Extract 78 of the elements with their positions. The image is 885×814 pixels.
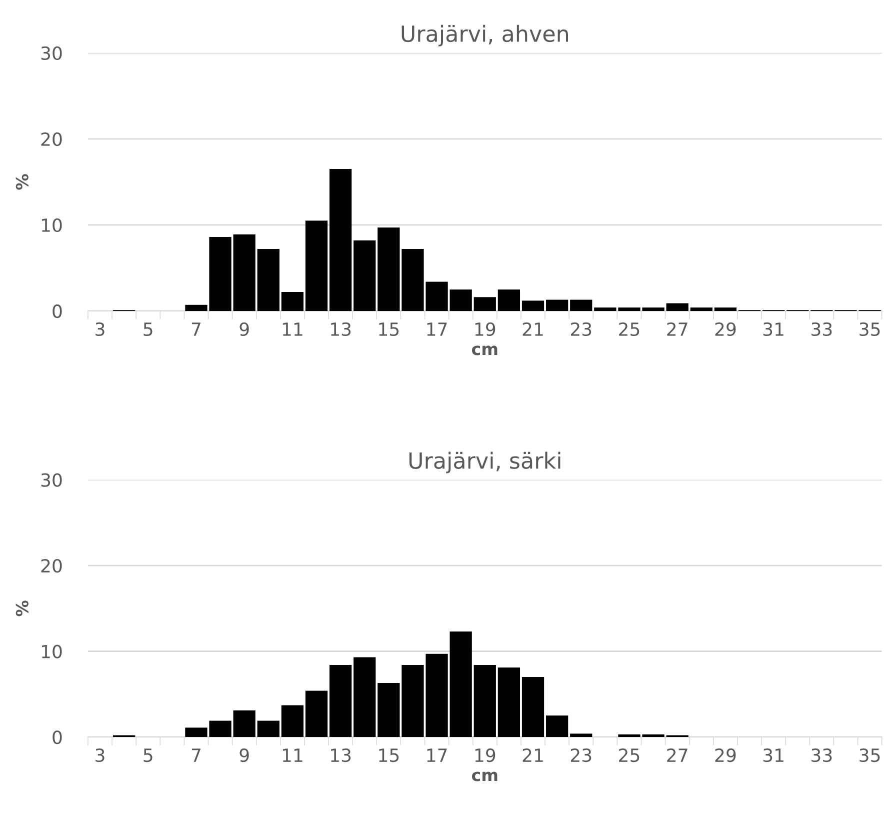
- bar: [329, 664, 352, 737]
- y-tick-label: 20: [41, 132, 62, 146]
- x-tick-label: 33: [812, 322, 832, 336]
- x-tick-label: 25: [619, 322, 640, 336]
- bar: [570, 734, 592, 737]
- x-tick-label: 35: [860, 322, 880, 336]
- x-axis-title: cm: [472, 772, 498, 782]
- y-tick-label: 20: [41, 558, 62, 573]
- x-tick-label: 23: [570, 748, 592, 762]
- bar: [450, 632, 472, 737]
- x-tick-label: 17: [427, 322, 447, 336]
- y-tick-label: 0: [52, 730, 62, 744]
- x-tick-label: 3: [96, 748, 104, 762]
- bar: [329, 169, 352, 311]
- bar: [522, 676, 544, 737]
- y-tick-label: 10: [42, 218, 62, 232]
- x-tick-label: 9: [240, 322, 249, 336]
- y-tick-label: 0: [52, 304, 62, 318]
- bar: [378, 682, 400, 737]
- x-tick-label: 17: [427, 748, 447, 762]
- x-tick-label: 9: [240, 748, 249, 762]
- x-tick-label: 11: [282, 748, 302, 762]
- x-tick-label: 19: [475, 748, 496, 762]
- bar: [690, 308, 712, 311]
- bar: [498, 289, 520, 311]
- bar: [257, 249, 280, 311]
- x-tick-label: 27: [667, 748, 688, 762]
- x-tick-label: 13: [331, 322, 351, 336]
- bar: [498, 668, 520, 737]
- x-axis-title: cm: [472, 346, 498, 356]
- bar: [305, 690, 328, 737]
- y-tick-label: 30: [41, 46, 62, 60]
- bar: [522, 300, 544, 311]
- x-tick-label: 31: [763, 748, 784, 762]
- bar: [354, 240, 376, 311]
- bar: [714, 308, 737, 311]
- x-tick-label: 5: [144, 322, 152, 336]
- bar: [546, 716, 568, 737]
- x-tick-label: 19: [475, 322, 496, 336]
- x-tick-label: 35: [860, 748, 880, 762]
- x-tick-label: 25: [619, 748, 640, 762]
- x-tick-label: 29: [715, 322, 736, 336]
- x-tick-label: 27: [667, 322, 688, 336]
- bar: [474, 664, 496, 737]
- x-tick-label: 7: [192, 322, 200, 336]
- bar: [354, 657, 376, 737]
- bar: [450, 289, 472, 311]
- y-axis-title: %: [16, 174, 28, 190]
- x-tick-label: 21: [522, 748, 543, 762]
- y-tick-label: 30: [41, 473, 62, 487]
- bar: [474, 297, 496, 311]
- bar: [257, 720, 280, 737]
- x-tick-label: 15: [379, 748, 399, 762]
- y-axis-title: %: [16, 600, 28, 616]
- x-tick-label: 13: [331, 748, 351, 762]
- x-tick-label: 23: [570, 322, 592, 336]
- x-tick-label: 31: [763, 322, 784, 336]
- bar: [233, 234, 256, 311]
- bar: [594, 308, 616, 311]
- x-tick-label: 21: [522, 322, 543, 336]
- bar: [378, 228, 400, 311]
- x-tick-label: 33: [812, 748, 832, 762]
- chart-title: Urajärvi, särki: [409, 452, 560, 474]
- x-tick-label: 11: [282, 322, 302, 336]
- x-tick-label: 5: [144, 748, 152, 762]
- x-tick-label: 3: [96, 322, 104, 336]
- chart-title: Urajärvi, ahven: [402, 24, 568, 46]
- bar: [233, 710, 256, 737]
- bar: [305, 220, 328, 311]
- bar: [666, 303, 688, 311]
- x-tick-label: 15: [379, 322, 399, 336]
- y-tick-label: 10: [42, 644, 62, 658]
- x-tick-label: 29: [715, 748, 736, 762]
- bar: [570, 300, 592, 311]
- x-tick-label: 7: [192, 748, 200, 762]
- bar: [281, 292, 304, 311]
- bar: [546, 300, 568, 311]
- bar: [281, 705, 304, 737]
